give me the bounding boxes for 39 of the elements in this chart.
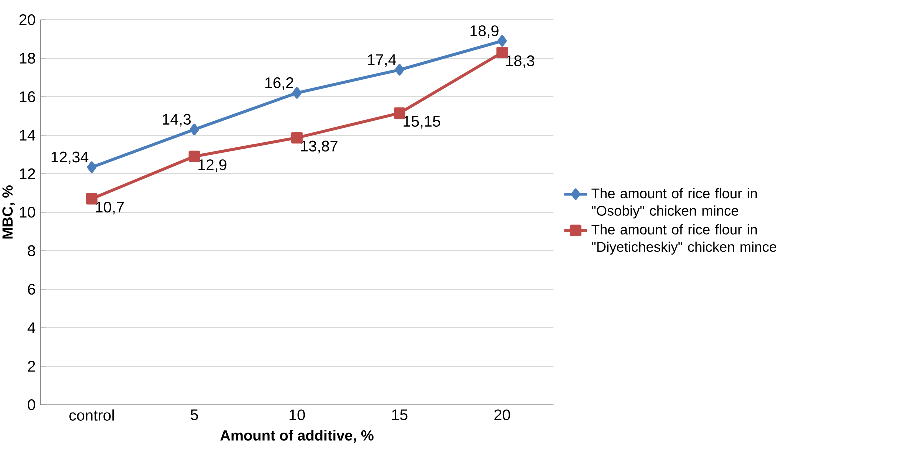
data-label: 16,2 [266, 78, 294, 90]
y-tick-label: 18 [20, 53, 36, 64]
x-tick-label: 10 [290, 410, 306, 421]
point [87, 162, 97, 174]
point [86, 193, 98, 205]
data-label: 14,3 [162, 114, 191, 127]
x-tick-label: 15 [392, 410, 408, 420]
y-tick-label: 2 [28, 361, 36, 372]
point [496, 46, 508, 58]
data-label: 15,15 [404, 116, 440, 129]
y-tick-label: 10 [20, 207, 36, 218]
y-tick-label: 4 [28, 322, 36, 334]
x-tick-label: 20 [494, 410, 510, 421]
x-tick-label: 5 [190, 410, 198, 420]
data-label: 12,9 [198, 160, 227, 172]
point [190, 124, 200, 136]
y-tick-label: 0 [28, 400, 36, 410]
data-label: 12,34 [52, 152, 89, 165]
y-axis-title: MBC, % [2, 186, 16, 239]
data-label: 18,9 [470, 26, 499, 38]
data-label: 10,7 [96, 202, 124, 215]
y-tick-label: 16 [20, 92, 36, 102]
point [498, 35, 508, 47]
y-tick-label: 12 [20, 168, 36, 180]
y-tick-label: 20 [20, 14, 36, 26]
point [188, 150, 200, 162]
y-tick-label: 8 [28, 246, 36, 256]
legend-label: The amount of rice flour in "Diyeticheskiy" chicken mince [592, 224, 777, 255]
legend-label: The amount of rice flour in "Osobiy" chicken mince [592, 188, 758, 219]
point [291, 132, 303, 144]
data-label: 18,3 [506, 56, 534, 68]
point [395, 64, 404, 76]
y-tick-label: 14 [20, 130, 36, 141]
data-label: 17,4 [368, 54, 396, 68]
x-axis-title: Amount of additive, % [220, 430, 374, 444]
x-tick-label: control [70, 410, 114, 421]
point [292, 87, 302, 99]
data-label: 13,87 [301, 140, 338, 154]
y-tick-label: 6 [28, 284, 36, 295]
